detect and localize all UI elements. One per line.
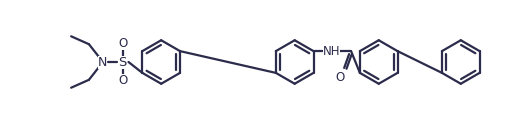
Text: NH: NH bbox=[322, 45, 340, 58]
Text: N: N bbox=[98, 56, 107, 68]
Text: O: O bbox=[118, 74, 127, 87]
Text: O: O bbox=[336, 71, 345, 84]
Text: O: O bbox=[118, 37, 127, 50]
Text: S: S bbox=[118, 56, 127, 68]
